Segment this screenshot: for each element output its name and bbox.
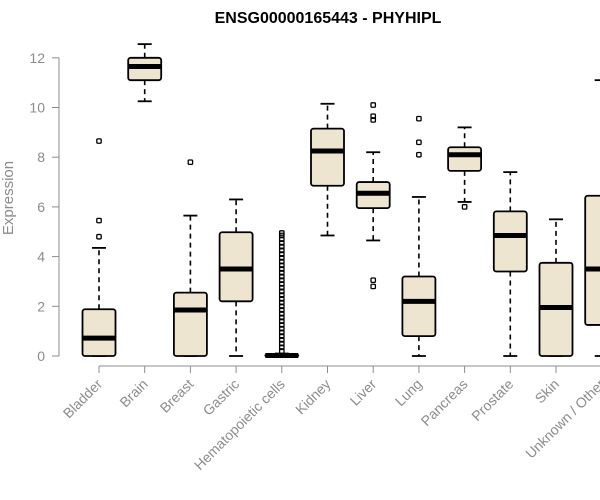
box-iqr [310, 127, 345, 187]
box-group [401, 115, 437, 357]
outlier-point [187, 159, 194, 166]
outlier-point [278, 240, 285, 246]
outlier-point [278, 314, 285, 321]
outlier-point [278, 247, 285, 254]
box-group [264, 230, 300, 359]
box-group [172, 159, 208, 357]
y-tick-label: 2 [37, 298, 45, 314]
box-group [447, 126, 483, 210]
x-tick-label: Breast [157, 376, 197, 416]
outlier-point [278, 333, 285, 339]
box-group [81, 138, 117, 357]
outlier-point [370, 277, 377, 284]
box-group [584, 79, 600, 357]
x-tick-label: Prostate [468, 376, 516, 424]
box-iqr [492, 210, 528, 273]
outlier-point [278, 303, 285, 310]
box-iqr [584, 194, 600, 326]
outlier-point [278, 299, 285, 306]
outlier-point [278, 266, 285, 272]
x-tick-label: Hematopoietic cells [191, 376, 288, 473]
outlier-point [461, 204, 468, 210]
box-group [355, 102, 391, 290]
x-tick-label: Liver [347, 376, 380, 409]
outlier-point [278, 292, 285, 298]
outlier-point [278, 318, 285, 325]
x-tick-label: Lung [392, 376, 425, 409]
y-axis: 0 2 4 6 8 10 12 [29, 50, 60, 364]
box-group [218, 198, 254, 357]
outlier-point [278, 325, 285, 332]
outlier-point [278, 295, 285, 302]
x-tick-label: Bladder [60, 376, 106, 422]
y-tick-label: 10 [29, 100, 45, 116]
x-tick-label: Unknown / Other [522, 376, 600, 462]
box-group [127, 43, 163, 103]
x-tick-label: Kidney [292, 376, 334, 418]
box-group [492, 171, 528, 357]
outlier-point [370, 117, 377, 123]
y-tick-label: 12 [29, 50, 45, 66]
box-iqr [401, 275, 437, 338]
outlier-point [278, 336, 285, 343]
x-tick-label: Skin [532, 376, 563, 407]
outlier-point [96, 233, 102, 240]
outlier-point [278, 340, 285, 347]
outlier-point [96, 217, 102, 224]
x-tick-label: Brain [116, 376, 150, 410]
outlier-point [278, 344, 285, 351]
y-axis-label: Expression [0, 161, 17, 235]
outlier-point [278, 281, 285, 287]
y-tick-label: 6 [37, 199, 45, 215]
outlier-point [278, 230, 285, 236]
outlier-point [278, 277, 285, 284]
box-iqr [172, 291, 208, 357]
outlier-point [370, 283, 377, 290]
x-tick-label: Gastric [200, 376, 243, 419]
outlier-point [278, 243, 285, 250]
y-tick-label: 4 [37, 249, 45, 265]
outlier-point [278, 284, 285, 291]
chart-title: ENSG00000165443 - PHYHIPL [215, 10, 442, 27]
outlier-point [96, 138, 102, 144]
outlier-point [370, 113, 377, 120]
y-tick-label: 0 [37, 348, 45, 364]
x-tick-label: Pancreas [418, 376, 471, 429]
box-group [310, 102, 345, 237]
outlier-point [278, 288, 285, 295]
outlier-point [278, 329, 285, 336]
outlier-point [278, 262, 285, 269]
outlier-point [278, 348, 285, 354]
outlier-point [278, 236, 285, 243]
outlier-point [416, 139, 422, 146]
outlier-point [370, 102, 377, 108]
outlier-point [278, 310, 285, 317]
box-group [538, 218, 574, 357]
outlier-point [278, 258, 285, 265]
plot-area [81, 43, 600, 359]
box-iqr [81, 308, 117, 357]
outlier-point [278, 322, 285, 328]
outlier-point [278, 269, 285, 276]
outlier-point [416, 115, 422, 122]
outlier-point [278, 307, 285, 313]
outlier-point [416, 151, 422, 158]
outlier-point [278, 251, 285, 257]
outlier-point [278, 273, 285, 280]
y-tick-label: 8 [37, 149, 45, 165]
box-iqr [447, 146, 483, 172]
outlier-point [278, 254, 285, 261]
